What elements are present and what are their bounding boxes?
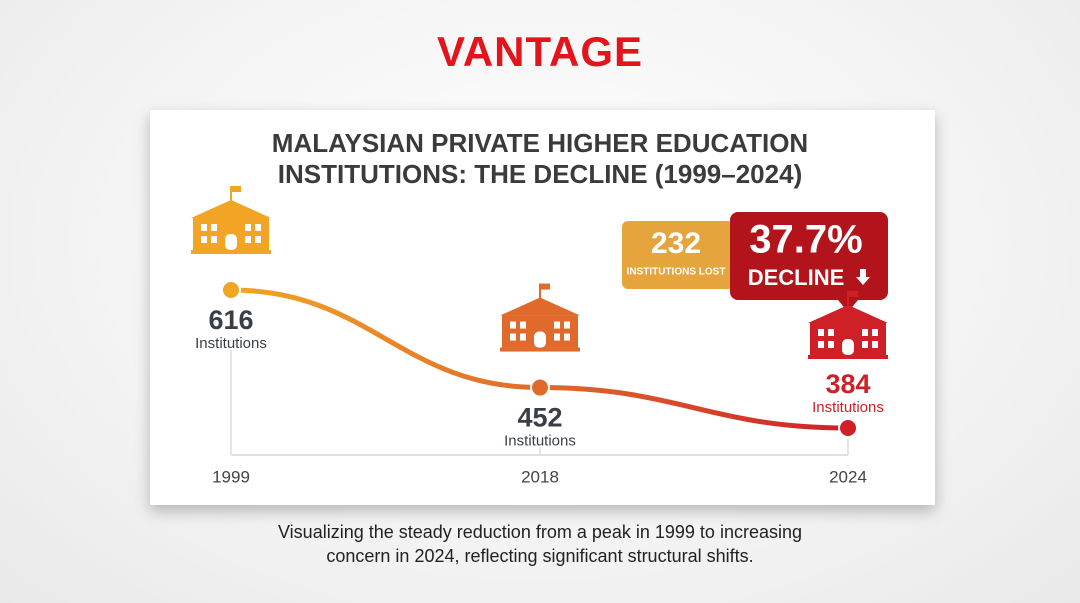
icon-window bbox=[554, 333, 560, 341]
icon-part bbox=[539, 283, 541, 300]
lost-badge bbox=[622, 221, 734, 289]
icon-window bbox=[862, 329, 868, 336]
icon-window bbox=[520, 333, 526, 341]
icon-window bbox=[818, 329, 824, 336]
icon-part bbox=[230, 186, 232, 202]
icon-window bbox=[564, 333, 570, 341]
icon-window bbox=[201, 224, 207, 231]
value-label: 616 bbox=[208, 305, 253, 335]
icon-window bbox=[828, 329, 834, 336]
decline-badge bbox=[730, 212, 888, 312]
icon-window bbox=[818, 341, 824, 348]
icon-window bbox=[862, 341, 868, 348]
building-icon bbox=[500, 283, 580, 352]
icon-part bbox=[500, 297, 580, 316]
icon-part bbox=[808, 305, 888, 323]
icon-window bbox=[245, 236, 251, 243]
unit-label: Institutions bbox=[195, 335, 267, 352]
icon-window bbox=[255, 224, 261, 231]
down-arrow bbox=[856, 269, 870, 285]
icon-door bbox=[225, 234, 237, 250]
icon-window bbox=[828, 341, 834, 348]
x-tick-label: 2024 bbox=[829, 467, 867, 486]
brand: VANTAGE bbox=[436, 28, 644, 75]
decline-value: 37.7% bbox=[749, 218, 862, 262]
icon-window bbox=[201, 236, 207, 243]
icon-part bbox=[849, 291, 858, 297]
icon-window bbox=[554, 321, 560, 329]
caption: Visualizing the steady reduction from a … bbox=[278, 522, 802, 566]
value-label: 384 bbox=[825, 369, 870, 399]
icon-window bbox=[245, 224, 251, 231]
icon-door bbox=[842, 339, 854, 355]
decline-label: DECLINE bbox=[748, 265, 845, 290]
lost-value: 232 bbox=[651, 227, 701, 260]
icon-part bbox=[191, 200, 271, 218]
x-tick-label: 2018 bbox=[521, 467, 559, 486]
icon-part bbox=[847, 291, 849, 307]
icon-window bbox=[255, 236, 261, 243]
icon-window bbox=[872, 329, 878, 336]
icon-part bbox=[808, 355, 888, 359]
chart-title: MALAYSIAN PRIVATE HIGHER EDUCATION INSTI… bbox=[271, 128, 809, 189]
unit-label: Institutions bbox=[504, 433, 576, 450]
icon-window bbox=[520, 321, 526, 329]
icon-part bbox=[191, 250, 271, 254]
point bbox=[838, 418, 858, 438]
icon-part bbox=[541, 283, 550, 290]
icon-part bbox=[500, 347, 580, 352]
icon-window bbox=[872, 341, 878, 348]
icon-door bbox=[534, 331, 546, 348]
unit-label: Institutions bbox=[812, 399, 884, 416]
icon-window bbox=[211, 236, 217, 243]
icon-window bbox=[510, 321, 516, 329]
icon-part bbox=[232, 186, 241, 192]
building-icon bbox=[191, 186, 271, 254]
icon-window bbox=[564, 321, 570, 329]
value-label: 452 bbox=[517, 403, 562, 433]
building-icon bbox=[808, 291, 888, 359]
x-tick-label: 1999 bbox=[212, 467, 250, 486]
icon-window bbox=[211, 224, 217, 231]
point bbox=[530, 377, 550, 398]
lost-label: INSTITUTIONS LOST bbox=[627, 267, 726, 278]
point bbox=[221, 280, 241, 300]
icon-window bbox=[510, 333, 516, 341]
